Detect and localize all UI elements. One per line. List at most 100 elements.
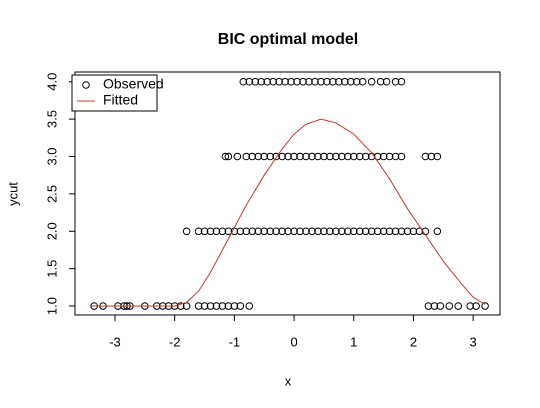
y-tick-label: 1.5 <box>44 260 59 278</box>
point <box>466 302 474 310</box>
point <box>373 227 382 236</box>
point <box>290 152 298 161</box>
x-tick-label: 1 <box>350 334 357 349</box>
point <box>305 77 313 86</box>
point <box>424 302 433 310</box>
point <box>361 227 370 236</box>
point <box>296 227 304 236</box>
point <box>218 227 227 236</box>
point <box>290 227 298 236</box>
point <box>245 77 254 86</box>
point <box>343 152 352 161</box>
y-tick-label: 3.0 <box>44 147 59 165</box>
y-tick-label: 4.0 <box>44 73 59 91</box>
point <box>352 77 361 86</box>
x-tick-label: 2 <box>410 334 417 349</box>
x-tick-label: 0 <box>290 334 297 349</box>
point <box>194 227 203 236</box>
point <box>472 302 480 310</box>
point <box>338 152 346 161</box>
point <box>278 227 286 236</box>
point <box>302 227 310 236</box>
point <box>293 77 301 86</box>
point <box>332 152 340 161</box>
x-tick-label: 3 <box>470 334 477 349</box>
point <box>349 152 358 161</box>
point <box>284 227 292 236</box>
point <box>194 302 203 310</box>
point <box>236 227 245 236</box>
point <box>224 152 233 161</box>
point <box>218 302 227 310</box>
point <box>224 302 233 310</box>
y-tick-label: 1.0 <box>44 297 59 315</box>
point <box>385 227 394 236</box>
point <box>269 77 277 86</box>
point <box>182 227 191 236</box>
point <box>245 302 254 310</box>
point <box>242 152 251 161</box>
point <box>260 227 269 236</box>
point <box>314 152 322 161</box>
point <box>326 152 334 161</box>
point <box>242 227 251 236</box>
point <box>263 77 272 86</box>
point <box>335 77 343 86</box>
point <box>266 152 274 161</box>
point <box>421 152 430 161</box>
point <box>332 227 340 236</box>
point <box>391 227 400 236</box>
point <box>230 302 239 310</box>
point <box>367 227 376 236</box>
point <box>284 152 292 161</box>
point <box>251 77 260 86</box>
point <box>382 77 391 86</box>
chart-title: BIC optimal model <box>218 31 358 48</box>
point <box>358 77 367 86</box>
point <box>454 302 463 310</box>
legend-label: Fitted <box>103 92 138 108</box>
point <box>257 77 266 86</box>
point <box>326 227 334 236</box>
y-axis-label: ycut <box>5 182 20 206</box>
point <box>206 302 215 310</box>
point <box>481 302 489 310</box>
point <box>329 77 337 86</box>
point <box>445 302 454 310</box>
fitted-line <box>91 118 486 307</box>
point <box>409 227 418 236</box>
point <box>320 227 328 236</box>
point <box>272 227 280 236</box>
point <box>224 227 233 236</box>
point <box>376 77 385 86</box>
x-axis-label: x <box>285 373 292 388</box>
point <box>260 152 269 161</box>
point <box>320 152 328 161</box>
point <box>266 227 274 236</box>
point <box>397 152 406 161</box>
y-tick-label: 2.0 <box>44 222 59 240</box>
point <box>272 152 280 161</box>
point <box>403 227 412 236</box>
point <box>275 77 283 86</box>
point <box>299 77 307 86</box>
point <box>346 77 355 86</box>
point <box>317 77 325 86</box>
x-tick-label: -1 <box>229 334 241 349</box>
point <box>308 227 316 236</box>
point <box>343 227 352 236</box>
point <box>361 152 370 161</box>
point <box>248 227 257 236</box>
point <box>427 152 436 161</box>
point <box>397 77 406 86</box>
legend-symbol <box>82 81 90 89</box>
point <box>302 152 310 161</box>
point <box>221 152 230 161</box>
point <box>379 152 388 161</box>
point <box>212 227 221 236</box>
point <box>341 77 349 86</box>
point <box>287 77 295 86</box>
point <box>385 152 394 161</box>
point <box>296 152 304 161</box>
